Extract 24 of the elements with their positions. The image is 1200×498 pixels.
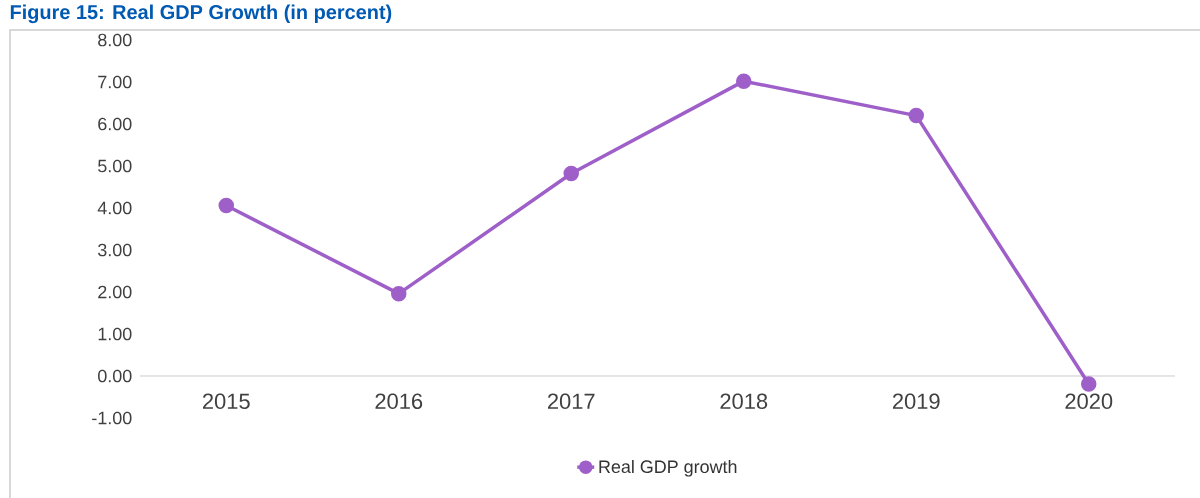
y-tick-label: 0.00 bbox=[98, 369, 132, 383]
y-tick-label: 1.00 bbox=[98, 327, 132, 341]
y-tick-label: 6.00 bbox=[98, 117, 132, 131]
point bbox=[218, 197, 234, 214]
y-tick-label: 8.00 bbox=[98, 33, 132, 47]
y-tick-label: 4.00 bbox=[97, 201, 132, 215]
point bbox=[908, 107, 924, 124]
point bbox=[735, 73, 752, 89]
legend-label: Real GDP growth bbox=[599, 459, 737, 477]
x-tick-label: 2015 bbox=[202, 393, 250, 410]
point bbox=[391, 285, 407, 302]
x-tick-label: 2019 bbox=[892, 393, 940, 410]
y-tick-label: -1.00 bbox=[92, 411, 132, 425]
x-tick-label: 2016 bbox=[375, 393, 423, 410]
y-tick-label: 7.00 bbox=[98, 75, 132, 89]
chart-title: Figure 15: Real GDP Growth (in percent) bbox=[10, 4, 392, 24]
y-tick-label: 3.00 bbox=[98, 243, 132, 257]
point bbox=[563, 165, 579, 182]
x-tick-label: 2018 bbox=[720, 393, 768, 410]
y-tick-label: 2.00 bbox=[98, 285, 132, 299]
y-tick-label: 5.00 bbox=[98, 159, 132, 173]
x-tick-label: 2017 bbox=[547, 393, 595, 410]
point bbox=[1080, 376, 1097, 392]
x-tick-label: 2020 bbox=[1065, 393, 1113, 410]
